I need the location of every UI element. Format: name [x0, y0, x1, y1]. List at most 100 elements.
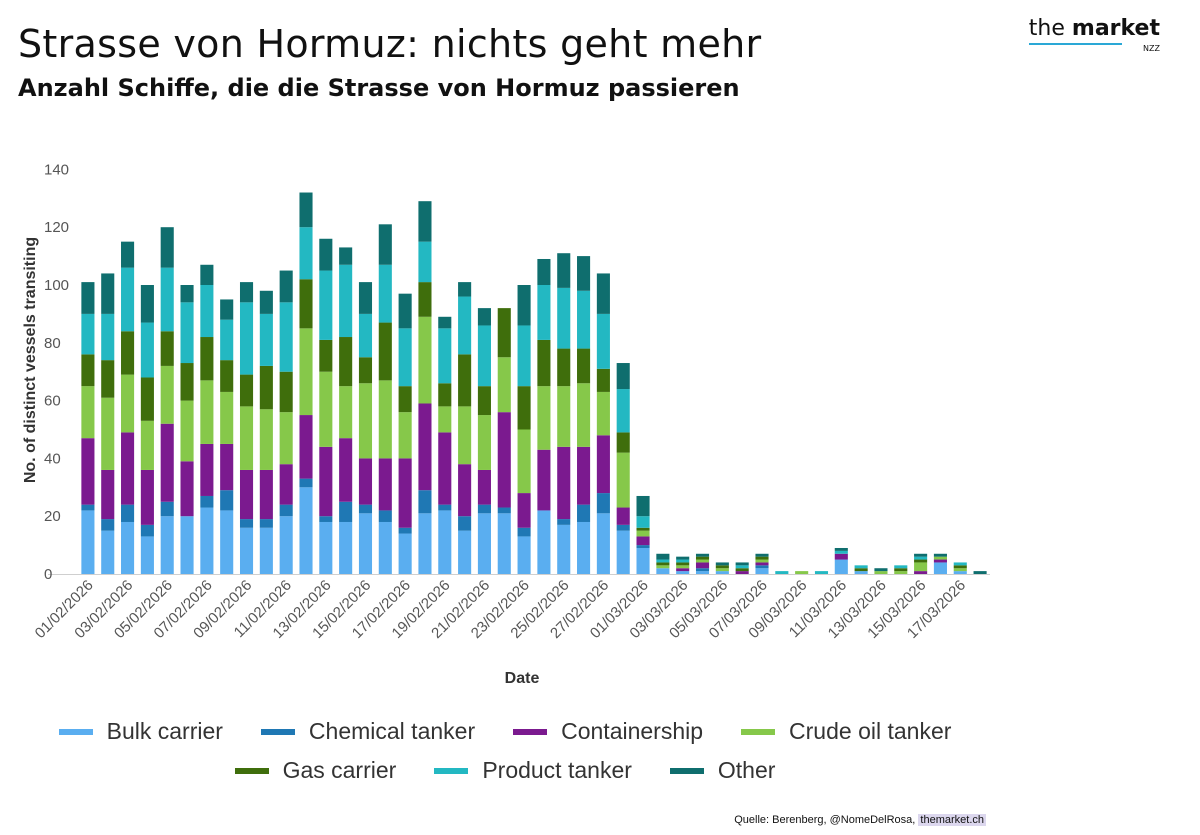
page-subtitle: Anzahl Schiffe, die die Strasse von Horm…: [18, 74, 740, 102]
bar-segment: [834, 559, 848, 574]
bar-segment: [735, 562, 749, 566]
bar-segment: [418, 513, 432, 574]
bar-segment: [458, 530, 472, 574]
bar-segment: [596, 368, 610, 392]
bar-segment: [695, 571, 710, 574]
bar-segment: [81, 504, 95, 511]
legend-label: Bulk carrier: [106, 718, 223, 744]
bar-segment: [438, 316, 452, 329]
legend-swatch: [741, 728, 776, 735]
bar-segment: [874, 568, 888, 572]
bar-segment: [239, 302, 254, 375]
y-tick-label: 20: [44, 508, 61, 525]
page-title: Strasse von Hormuz: nichts geht mehr: [18, 22, 762, 66]
bar-segment: [656, 565, 670, 569]
bar-segment: [577, 383, 591, 447]
bar-segment: [497, 513, 511, 574]
bar-segment: [438, 504, 452, 511]
bar-segment: [358, 357, 373, 384]
bar-segment: [358, 383, 373, 459]
bar-segment: [775, 571, 789, 574]
bar-segment: [755, 553, 769, 557]
bar-segment: [299, 328, 313, 416]
bar-segment: [339, 438, 353, 502]
bar-segment: [914, 559, 928, 563]
bar-segment: [319, 270, 333, 340]
bar-segment: [537, 258, 551, 285]
bar-segment: [537, 339, 551, 387]
y-tick-label: 140: [44, 161, 69, 178]
bar-segment: [834, 550, 848, 554]
bar-segment: [160, 501, 174, 517]
bar-segment: [557, 348, 571, 387]
bar-segment: [239, 469, 254, 520]
bar-segment: [279, 504, 293, 517]
legend-swatch: [58, 728, 93, 735]
bar-segment: [438, 432, 452, 505]
bar-segment: [339, 337, 353, 387]
bar-segment: [279, 412, 293, 465]
legend-item: Crude oil tanker: [741, 718, 951, 745]
y-tick-label: 40: [44, 450, 61, 467]
legend-item: Containership: [513, 718, 703, 745]
logo-prefix: the: [1028, 16, 1072, 41]
bar-segment: [636, 536, 650, 546]
bar-segment: [735, 565, 749, 569]
bar-segment: [378, 380, 392, 459]
bar-segment: [299, 279, 313, 329]
bar-segment: [160, 423, 174, 502]
bar-segment: [259, 519, 273, 528]
bar-segment: [755, 562, 769, 566]
bar-segment: [81, 313, 95, 355]
bar-segment: [854, 568, 868, 572]
bar-segment: [596, 513, 610, 574]
bar-segment: [914, 556, 928, 560]
bar-segment: [577, 290, 591, 349]
bar-segment: [121, 267, 135, 332]
bar-segment: [933, 562, 947, 574]
bar-segment: [239, 282, 254, 303]
bar-segment: [438, 328, 452, 384]
source-link[interactable]: themarket.ch: [918, 814, 986, 826]
bar-segment: [160, 227, 174, 268]
bar-segment: [180, 302, 194, 364]
bar-segment: [676, 562, 690, 566]
bar-segment: [81, 438, 95, 505]
bar-segment: [140, 285, 154, 323]
bar-segment: [339, 521, 353, 574]
bar-segment: [358, 513, 373, 574]
bar-segment: [239, 527, 254, 574]
bar-segment: [894, 571, 908, 574]
bar-segment: [319, 371, 333, 447]
bar-segment: [140, 322, 154, 378]
bar-segment: [220, 391, 234, 444]
bar-segment: [656, 553, 670, 560]
legend-swatch: [234, 767, 269, 774]
bar-segment: [438, 383, 452, 407]
bar-segment: [517, 325, 531, 387]
bar-segment: [418, 316, 432, 404]
bar-segment: [695, 562, 710, 569]
bar-segment: [319, 446, 333, 517]
bar-segment: [180, 461, 194, 517]
bar-segment: [636, 527, 650, 531]
bar-segment: [180, 285, 194, 303]
bar-segment: [477, 513, 491, 574]
bar-segment: [259, 365, 273, 410]
bar-segment: [755, 556, 769, 560]
bar-segment: [279, 302, 293, 372]
bar-segment: [279, 270, 293, 303]
bar-segment: [497, 357, 511, 413]
bar-segment: [933, 559, 947, 563]
bar-segment: [220, 510, 234, 574]
bar-segment: [537, 386, 551, 450]
bar-segment: [636, 545, 650, 548]
bar-segment: [160, 331, 174, 366]
bar-segment: [279, 371, 293, 413]
bar-segment: [477, 469, 491, 505]
bar-segment: [517, 386, 531, 430]
bar-segment: [676, 568, 690, 572]
bar-segment: [874, 571, 888, 574]
legend-label: Product tanker: [482, 757, 632, 783]
bar-segment: [160, 267, 174, 332]
